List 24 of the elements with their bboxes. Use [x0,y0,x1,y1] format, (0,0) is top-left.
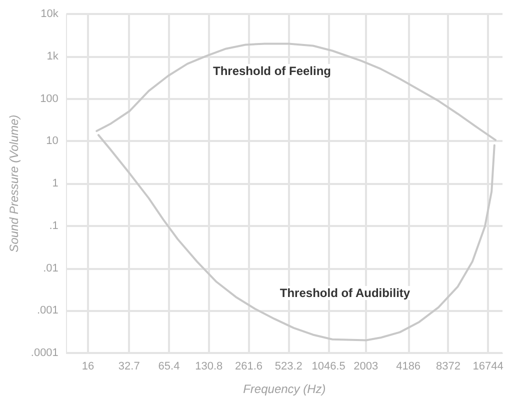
x-tick-label: 1046.5 [312,360,346,372]
y-tick-label: .0001 [30,347,58,359]
x-tick-label: 4186 [396,360,421,372]
x-tick-label: 130.8 [195,360,223,372]
y-tick-label: 10 [46,135,58,148]
y-tick-label: 1 [52,178,58,190]
annotation: Threshold of Audibility [280,286,410,300]
x-tick-label: 16744 [472,360,504,372]
y-axis-title: Sound Pressure (Volume) [7,114,21,252]
x-tick-label: 523.2 [274,360,302,372]
x-tick-label: 16 [82,360,94,372]
annotation: Threshold of Feeling [212,64,332,78]
y-tick-label: .001 [37,304,58,317]
x-tick-label: 65.4 [158,360,180,372]
y-tick-label: .1 [49,220,58,232]
y-tick-label: .01 [43,262,58,274]
x-tick-label: 261.6 [235,360,263,372]
y-tick-label: 10k [40,8,59,20]
x-axis-title: Frequency (Hz) [243,382,326,396]
y-tick-label: 1k [46,50,59,62]
y-tick-label: 100 [40,92,58,105]
x-tick-label: 2003 [354,360,378,372]
x-tick-label: 32.7 [118,360,140,372]
x-tick-label: 8372 [436,360,460,372]
